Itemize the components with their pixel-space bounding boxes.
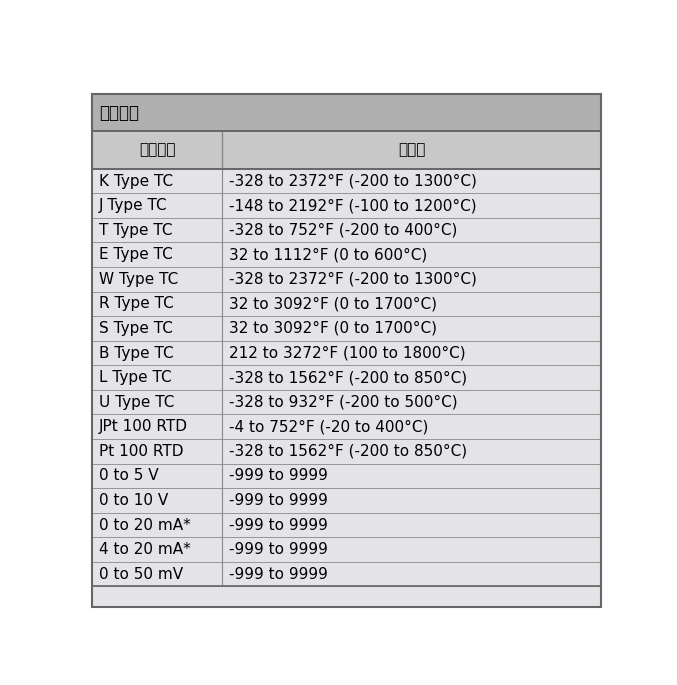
Text: 0 to 20 mA*: 0 to 20 mA* xyxy=(99,518,190,532)
Text: -328 to 1562°F (-200 to 850°C): -328 to 1562°F (-200 to 850°C) xyxy=(229,444,467,459)
Bar xyxy=(93,414,601,439)
Text: W Type TC: W Type TC xyxy=(99,272,178,287)
Text: -999 to 9999: -999 to 9999 xyxy=(229,518,328,532)
Text: JPt 100 RTD: JPt 100 RTD xyxy=(99,419,188,434)
Bar xyxy=(93,464,601,488)
Text: -999 to 9999: -999 to 9999 xyxy=(229,542,328,557)
Text: 输入类型: 输入类型 xyxy=(139,142,175,158)
Text: Pt 100 RTD: Pt 100 RTD xyxy=(99,444,183,459)
Text: T Type TC: T Type TC xyxy=(99,223,172,238)
Bar xyxy=(93,537,601,562)
Text: U Type TC: U Type TC xyxy=(99,395,174,410)
Text: 32 to 1112°F (0 to 600°C): 32 to 1112°F (0 to 600°C) xyxy=(229,247,427,262)
Text: -328 to 932°F (-200 to 500°C): -328 to 932°F (-200 to 500°C) xyxy=(229,395,458,410)
Bar xyxy=(93,562,601,586)
Text: -4 to 752°F (-20 to 400°C): -4 to 752°F (-20 to 400°C) xyxy=(229,419,429,434)
Text: J Type TC: J Type TC xyxy=(99,198,167,213)
Bar xyxy=(93,242,601,267)
Text: -328 to 752°F (-200 to 400°C): -328 to 752°F (-200 to 400°C) xyxy=(229,223,458,238)
Bar xyxy=(93,193,601,218)
Text: -999 to 9999: -999 to 9999 xyxy=(229,566,328,582)
Text: -148 to 2192°F (-100 to 1200°C): -148 to 2192°F (-100 to 1200°C) xyxy=(229,198,477,213)
Bar xyxy=(93,267,601,292)
Text: L Type TC: L Type TC xyxy=(99,370,171,385)
Text: R Type TC: R Type TC xyxy=(99,297,173,312)
Text: -328 to 1562°F (-200 to 850°C): -328 to 1562°F (-200 to 850°C) xyxy=(229,370,467,385)
Bar xyxy=(93,586,601,607)
Text: 32 to 3092°F (0 to 1700°C): 32 to 3092°F (0 to 1700°C) xyxy=(229,297,437,312)
Bar xyxy=(93,94,601,132)
Bar xyxy=(93,390,601,414)
Text: 量　程: 量 程 xyxy=(398,142,426,158)
Bar xyxy=(93,439,601,464)
Text: 输入量程: 输入量程 xyxy=(99,103,139,121)
Bar xyxy=(93,132,601,169)
Bar xyxy=(93,169,601,193)
Text: 4 to 20 mA*: 4 to 20 mA* xyxy=(99,542,190,557)
Bar xyxy=(93,292,601,316)
Text: K Type TC: K Type TC xyxy=(99,173,173,188)
Bar xyxy=(93,365,601,390)
Text: 0 to 50 mV: 0 to 50 mV xyxy=(99,566,183,582)
Text: -999 to 9999: -999 to 9999 xyxy=(229,493,328,508)
Text: B Type TC: B Type TC xyxy=(99,345,173,360)
Bar xyxy=(93,488,601,513)
Text: 32 to 3092°F (0 to 1700°C): 32 to 3092°F (0 to 1700°C) xyxy=(229,321,437,336)
Bar xyxy=(93,340,601,365)
Text: -999 to 9999: -999 to 9999 xyxy=(229,469,328,484)
Text: E Type TC: E Type TC xyxy=(99,247,173,262)
Text: 0 to 10 V: 0 to 10 V xyxy=(99,493,168,508)
Bar xyxy=(93,513,601,537)
Text: 212 to 3272°F (100 to 1800°C): 212 to 3272°F (100 to 1800°C) xyxy=(229,345,466,360)
Text: -328 to 2372°F (-200 to 1300°C): -328 to 2372°F (-200 to 1300°C) xyxy=(229,173,477,188)
Bar xyxy=(93,218,601,242)
Text: -328 to 2372°F (-200 to 1300°C): -328 to 2372°F (-200 to 1300°C) xyxy=(229,272,477,287)
Text: S Type TC: S Type TC xyxy=(99,321,173,336)
Bar xyxy=(93,316,601,340)
Text: 0 to 5 V: 0 to 5 V xyxy=(99,469,158,484)
